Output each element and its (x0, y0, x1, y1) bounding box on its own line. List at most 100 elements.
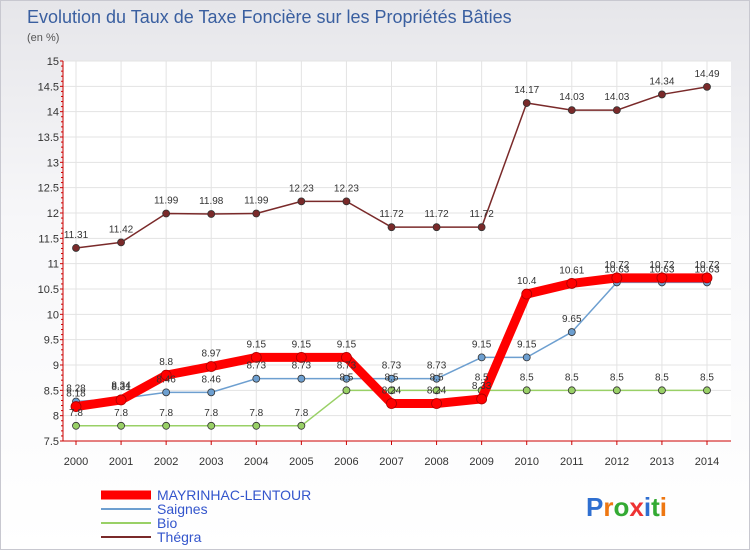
data-point (72, 421, 80, 430)
y-tick-label: 13.5 (38, 132, 59, 144)
x-tick-label: 2008 (424, 456, 448, 468)
data-label: 11.72 (379, 209, 404, 220)
x-tick-label: 2013 (650, 456, 674, 468)
data-point (522, 99, 531, 107)
x-tick-label: 2014 (695, 456, 719, 468)
axes: 7.5 8 8.5 9 9.5 10 10.5 11 11.5 12 12.5 13 13.5 14 14.… (38, 56, 731, 468)
logo-letter: i (644, 492, 651, 522)
data-point (612, 386, 621, 395)
data-label: 12.23 (289, 183, 314, 194)
data-point (342, 374, 351, 383)
y-tick-label: 13 (47, 157, 59, 169)
data-label: 9.15 (517, 339, 537, 350)
x-tick-label: 2004 (244, 456, 268, 468)
x-tick-label: 2003 (199, 456, 223, 468)
data-label: 7.8 (204, 408, 218, 419)
data-label: 11.31 (64, 230, 89, 241)
y-tick-label: 15 (47, 56, 59, 68)
data-label: 12.23 (334, 183, 359, 194)
data-label: 8.31 (111, 382, 131, 393)
data-point (297, 421, 306, 430)
data-point (567, 386, 576, 395)
data-point (432, 223, 441, 232)
data-point (432, 386, 441, 395)
data-point (476, 393, 488, 405)
data-point (701, 272, 713, 284)
data-label: 8.46 (201, 374, 221, 385)
data-label: 7.8 (69, 408, 83, 419)
data-point (522, 353, 531, 362)
y-tick-label: 12 (47, 208, 59, 220)
data-point (162, 388, 171, 397)
data-label: 8.73 (382, 361, 402, 372)
data-label: 8.5 (700, 372, 714, 383)
x-tick-label: 2001 (109, 456, 133, 468)
y-tick-label: 10 (47, 309, 59, 321)
legend-label: Bio (157, 515, 177, 531)
logo-letter: r (603, 492, 613, 522)
data-point (431, 398, 442, 409)
data-point (297, 197, 306, 206)
data-label: 8.5 (565, 372, 579, 383)
data-label: 8.18 (66, 389, 86, 400)
data-label: 8.34 (111, 380, 131, 391)
data-point (387, 386, 396, 395)
data-point (386, 398, 397, 409)
data-label: 8.5 (655, 372, 669, 383)
x-tick-label: 2012 (605, 456, 629, 468)
data-point (252, 421, 261, 430)
data-label: 8.97 (201, 349, 221, 360)
logo-letter: t (651, 492, 660, 522)
data-point (656, 272, 668, 284)
data-point (72, 244, 80, 252)
data-point (342, 197, 351, 206)
data-label: 11.72 (469, 209, 494, 220)
data-point (477, 223, 486, 232)
data-point (432, 374, 441, 383)
x-tick-label: 2009 (469, 456, 493, 468)
data-point (566, 278, 578, 289)
data-point (160, 369, 172, 381)
logo-letter: x (629, 492, 644, 522)
y-tick-label: 12.5 (38, 183, 59, 195)
data-label: 11.99 (244, 196, 269, 207)
data-label: 8.73 (337, 361, 357, 372)
legend-label: Thégra (157, 529, 202, 545)
data-point (341, 351, 352, 363)
data-point (342, 386, 351, 395)
data-label: 11.42 (109, 224, 134, 235)
data-label: 8.5 (610, 372, 624, 383)
data-label: 8.24 (382, 386, 402, 397)
data-label: 14.03 (559, 92, 584, 103)
data-point (115, 394, 127, 406)
data-point (612, 106, 621, 115)
data-label: 9.15 (247, 339, 267, 350)
data-label: 8.28 (66, 383, 86, 394)
y-tick-label: 9.5 (44, 335, 59, 347)
data-point (117, 238, 125, 247)
data-point (70, 401, 82, 412)
data-point (611, 272, 623, 284)
data-point (522, 386, 531, 395)
data-label: 10.72 (649, 260, 674, 271)
chart-subtitle: (en %) (27, 32, 59, 44)
data-point (207, 210, 216, 218)
legend-label: Saignes (157, 501, 208, 517)
data-label: 10.61 (559, 265, 584, 276)
chart-title: Evolution du Taux de Taxe Foncière sur l… (27, 7, 512, 27)
y-tick-label: 14.5 (38, 81, 59, 93)
data-label: 9.15 (292, 339, 312, 350)
data-point (521, 288, 533, 300)
data-label: 8.8 (159, 357, 173, 368)
data-label: 9.15 (472, 339, 492, 350)
y-tick-label: 9 (53, 360, 59, 372)
data-label: 8.24 (427, 386, 447, 397)
y-tick-label: 8 (53, 411, 59, 423)
data-label: 9.65 (562, 314, 582, 325)
data-point (387, 223, 396, 232)
data-label: 14.17 (514, 85, 539, 96)
data-label: 11.72 (424, 209, 449, 220)
data-point (117, 421, 125, 430)
